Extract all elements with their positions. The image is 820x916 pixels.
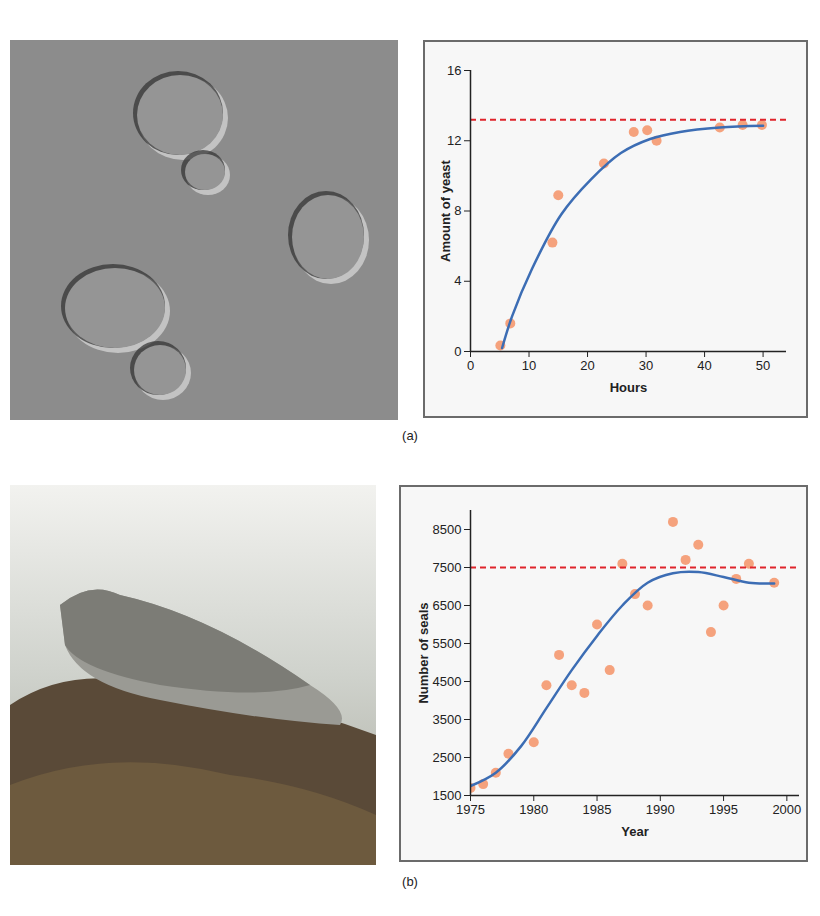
svg-text:10: 10 bbox=[522, 358, 536, 373]
svg-text:Amount of yeast: Amount of yeast bbox=[438, 159, 453, 262]
svg-text:7500: 7500 bbox=[433, 560, 462, 575]
svg-text:20: 20 bbox=[580, 358, 594, 373]
svg-text:30: 30 bbox=[639, 358, 653, 373]
svg-text:50: 50 bbox=[756, 358, 770, 373]
svg-text:3500: 3500 bbox=[433, 712, 462, 727]
svg-text:4: 4 bbox=[454, 273, 461, 288]
svg-text:1975: 1975 bbox=[456, 802, 485, 817]
svg-text:1995: 1995 bbox=[709, 802, 738, 817]
svg-text:6500: 6500 bbox=[433, 598, 462, 613]
svg-text:2500: 2500 bbox=[433, 750, 462, 765]
svg-text:12: 12 bbox=[447, 133, 461, 148]
html-text:(a): (a) bbox=[402, 428, 418, 443]
svg-text:16: 16 bbox=[447, 63, 461, 78]
svg-text:Number of seals: Number of seals bbox=[416, 602, 431, 703]
svg-text:0: 0 bbox=[454, 344, 461, 359]
svg-text:1500: 1500 bbox=[433, 788, 462, 803]
svg-text:5500: 5500 bbox=[433, 636, 462, 651]
svg-text:1980: 1980 bbox=[519, 802, 548, 817]
svg-text:1990: 1990 bbox=[646, 802, 675, 817]
svg-text:4500: 4500 bbox=[433, 674, 462, 689]
svg-text:1985: 1985 bbox=[583, 802, 612, 817]
svg-text:8: 8 bbox=[454, 203, 461, 218]
html-text:(b): (b) bbox=[402, 874, 418, 889]
svg-text:40: 40 bbox=[697, 358, 711, 373]
svg-text:2000: 2000 bbox=[772, 802, 801, 817]
svg-text:Year: Year bbox=[621, 824, 648, 839]
svg-text:0: 0 bbox=[467, 358, 474, 373]
svg-text:8500: 8500 bbox=[433, 522, 462, 537]
svg-text:Hours: Hours bbox=[610, 380, 648, 395]
